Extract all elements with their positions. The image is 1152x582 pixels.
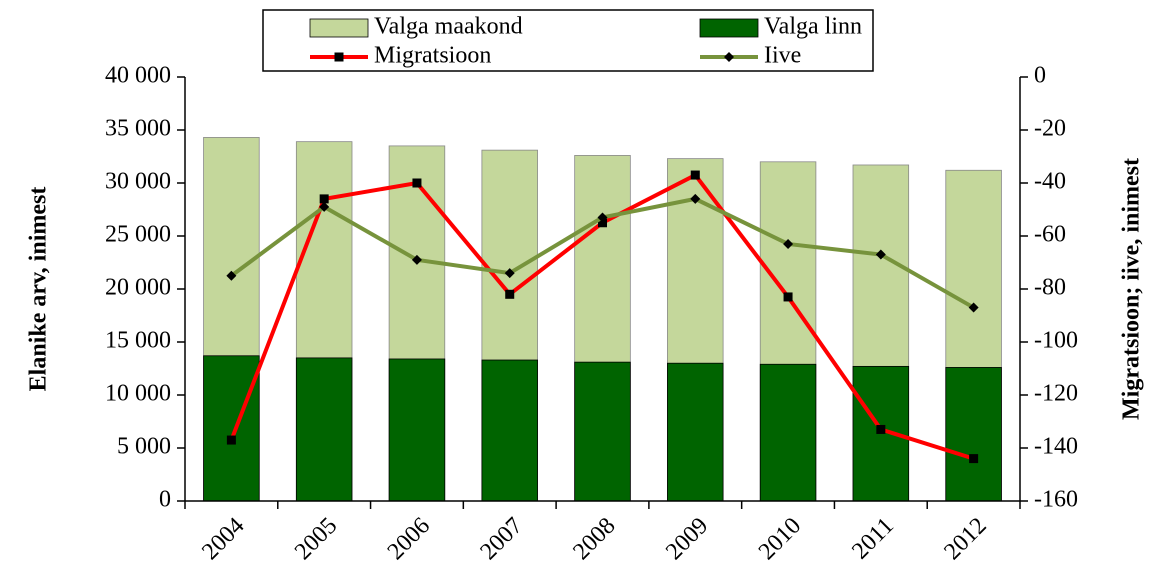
point <box>597 212 608 223</box>
point <box>690 170 700 180</box>
legend-label: Valga linn <box>764 14 862 40</box>
x-tick-label: 2010 <box>754 513 806 565</box>
y-tick-label: 5 000 <box>117 434 171 460</box>
point <box>505 289 515 299</box>
point <box>226 270 237 281</box>
point <box>968 302 979 313</box>
x-tick-label: 2012 <box>939 513 991 565</box>
y2-tick-label: -120 <box>1034 381 1078 407</box>
bar <box>759 363 817 502</box>
bar <box>481 359 538 502</box>
bar <box>667 362 724 502</box>
y-tick-label: 20 000 <box>105 275 171 301</box>
x-tick-label: 2005 <box>290 513 342 565</box>
x-tick-label: 2009 <box>661 513 713 565</box>
point <box>783 238 794 249</box>
y-tick-label: 10 000 <box>105 381 171 407</box>
point <box>411 254 422 265</box>
y-tick-label: 0 <box>159 487 171 513</box>
x-tick-label: 2004 <box>197 513 249 565</box>
legend-swatch <box>699 18 759 38</box>
y2-tick-label: -40 <box>1034 169 1066 195</box>
bar <box>574 361 631 502</box>
point <box>969 454 979 464</box>
bar <box>295 357 353 502</box>
point <box>876 424 886 434</box>
y2-tick-label: -80 <box>1034 275 1066 301</box>
legend-marker <box>724 52 734 62</box>
point <box>226 435 236 445</box>
x-tick-label: 2008 <box>568 513 620 565</box>
y2-tick-label: -100 <box>1034 328 1078 354</box>
y2-axis-title: Migratsioon; iive, inimest <box>1119 158 1145 420</box>
y-tick-label: 15 000 <box>105 328 171 354</box>
x-tick-label: 2011 <box>847 513 899 565</box>
point <box>412 178 422 188</box>
y2-tick-label: -60 <box>1034 222 1066 248</box>
y-tick-label: 25 000 <box>105 222 171 248</box>
y-tick-label: 40 000 <box>105 63 171 89</box>
y2-tick-label: -160 <box>1034 487 1078 513</box>
x-tick-label: 2006 <box>383 513 435 565</box>
bar <box>203 355 260 502</box>
point <box>319 201 330 212</box>
y-tick-label: 35 000 <box>105 116 171 142</box>
bar <box>945 367 1002 502</box>
legend-label: Iive <box>764 43 801 69</box>
x-tick-label: 2007 <box>476 513 528 565</box>
point <box>875 249 886 260</box>
legend-label: Migratsioon <box>374 43 491 69</box>
legend-marker <box>334 52 344 62</box>
point <box>598 218 607 228</box>
legend-label: Valga maakond <box>374 14 523 40</box>
y2-tick-label: -20 <box>1034 116 1066 142</box>
y2-tick-label: -140 <box>1034 434 1078 460</box>
point <box>504 268 515 279</box>
point <box>690 193 701 204</box>
point <box>783 292 793 302</box>
y-tick-label: 30 000 <box>105 169 171 195</box>
y-axis-title: Elanike arv, inimest <box>26 187 52 392</box>
y2-tick-label: 0 <box>1034 63 1046 89</box>
point <box>319 194 329 204</box>
legend-swatch <box>309 18 369 38</box>
bar <box>388 358 446 502</box>
